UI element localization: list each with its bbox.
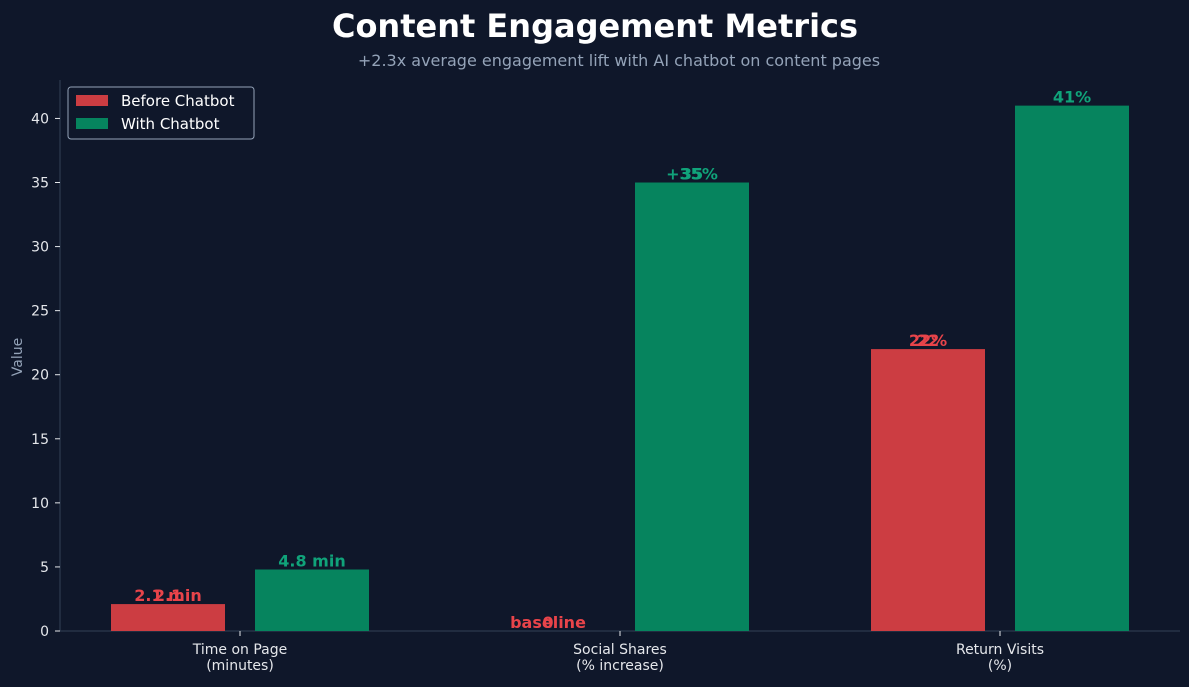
bar-value-label: 2.1: [154, 586, 182, 605]
bar-before-0: [111, 604, 225, 631]
x-tick-label: (%): [988, 658, 1012, 674]
axes: 0 5 10 15 20 25 30 35 40 Time on Page(minutes) Soc…: [31, 80, 1180, 674]
legend-label-before: Before Chatbot: [121, 92, 235, 110]
y-tick-label: 20: [31, 368, 49, 384]
bar-with-0: [255, 569, 369, 631]
y-tick-label: 15: [31, 432, 49, 448]
legend-label-with: With Chatbot: [121, 115, 220, 133]
y-tick-label: 40: [31, 111, 49, 127]
x-tick-label: Return Visits: [956, 642, 1044, 658]
bar-value-label: 41%: [1053, 88, 1091, 107]
bar-value-label: 22%: [909, 331, 947, 350]
bar-value-label: baseline: [510, 613, 586, 632]
y-tick-label: 0: [40, 624, 49, 640]
bar-with-2: [1015, 105, 1129, 631]
y-axis-label: Value: [10, 338, 26, 376]
bars: [111, 105, 1129, 631]
legend-box: [67, 86, 255, 140]
bar-value-label: 22: [917, 331, 939, 350]
legend-swatch-with: [76, 118, 108, 129]
bar-before-2: [871, 349, 985, 631]
legend-swatch-before: [76, 95, 108, 106]
x-tick-label: (% increase): [576, 658, 664, 674]
bar-value-label: 2.1 min: [134, 586, 201, 605]
chart-title: Content Engagement Metrics: [332, 7, 858, 45]
y-tick-label: 30: [31, 240, 49, 256]
y-tick-label: 10: [31, 496, 49, 512]
bar-value-label: 35: [681, 165, 703, 184]
bar-value-label: 4.8 min: [278, 551, 345, 570]
bar-value-label: +35%: [666, 165, 718, 184]
x-tick-label: Social Shares: [573, 642, 667, 658]
y-tick-label: 25: [31, 304, 49, 320]
x-tick-label: Time on Page: [192, 642, 288, 658]
bar-value-label: 0: [542, 613, 553, 632]
bar-with-1: [635, 182, 749, 631]
chart-subtitle: +2.3x average engagement lift with AI ch…: [358, 51, 880, 70]
y-tick-label: 5: [40, 560, 49, 576]
legend: Before Chatbot With Chatbot: [67, 86, 255, 140]
y-tick-label: 35: [31, 176, 49, 192]
x-tick-label: (minutes): [206, 658, 274, 674]
